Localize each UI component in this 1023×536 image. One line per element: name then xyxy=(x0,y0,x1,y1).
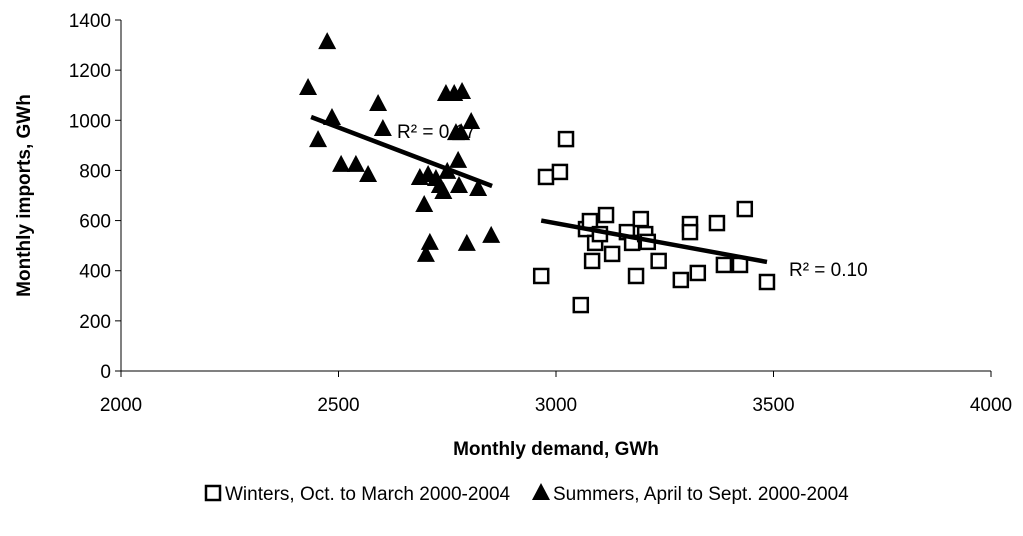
triangle-marker xyxy=(449,150,468,168)
y-tick-label: 0 xyxy=(100,362,111,383)
square-marker xyxy=(758,273,776,291)
trend-line xyxy=(540,218,768,265)
x-axis-label: Monthly demand, GWh xyxy=(453,439,659,460)
y-tick-label: 600 xyxy=(79,212,111,233)
square-marker xyxy=(551,163,569,181)
legend-label: Winters, Oct. to March 2000-2004 xyxy=(225,484,511,505)
r-squared-label: R² = 0.17 xyxy=(397,122,476,143)
square-marker xyxy=(708,214,726,232)
triangle-marker xyxy=(449,175,468,193)
triangle-marker xyxy=(309,130,328,148)
y-tick-label: 1200 xyxy=(69,61,111,82)
triangle-marker xyxy=(482,225,501,243)
triangle-marker xyxy=(452,123,471,141)
triangle-marker xyxy=(462,112,481,130)
x-tick-label: 2000 xyxy=(100,395,142,416)
square-marker xyxy=(537,168,555,186)
x-tick-label: 3000 xyxy=(535,395,577,416)
square-marker xyxy=(603,245,621,263)
square-marker xyxy=(715,256,733,274)
triangle-marker xyxy=(457,233,476,251)
square-marker xyxy=(650,252,667,270)
legend-marker xyxy=(532,483,550,500)
triangle-marker xyxy=(415,195,434,213)
square-marker xyxy=(689,264,707,282)
square-marker xyxy=(736,200,754,218)
triangle-marker xyxy=(332,154,351,172)
x-tick-label: 4000 xyxy=(970,395,1012,416)
triangle-marker xyxy=(420,232,439,250)
square-marker xyxy=(583,252,601,270)
square-marker xyxy=(532,267,550,285)
x-tick-label: 3500 xyxy=(752,395,794,416)
triangle-marker xyxy=(373,119,392,137)
square-marker xyxy=(572,296,590,314)
y-axis-label: Monthly imports, GWh xyxy=(14,94,35,297)
triangle-marker xyxy=(453,81,472,99)
y-tick-label: 1000 xyxy=(69,111,111,132)
triangle-marker xyxy=(359,164,378,182)
triangle-marker xyxy=(318,32,337,50)
triangle-marker xyxy=(369,93,388,111)
square-marker xyxy=(597,206,615,224)
triangle-marker xyxy=(416,244,435,262)
triangle-marker xyxy=(469,178,488,196)
trend-line xyxy=(310,114,493,189)
square-marker xyxy=(672,271,690,289)
triangle-marker xyxy=(322,108,341,126)
legend: Winters, Oct. to March 2000-2004 Summers,… xyxy=(204,483,849,505)
legend-label: Summers, April to Sept. 2000-2004 xyxy=(553,484,849,505)
legend-marker xyxy=(204,484,222,502)
y-tick-label: 400 xyxy=(79,262,111,283)
y-tick-label: 1400 xyxy=(69,11,111,32)
square-marker xyxy=(632,210,650,228)
y-tick-label: 200 xyxy=(79,312,111,333)
triangle-marker xyxy=(346,154,365,172)
y-tick-label: 800 xyxy=(79,161,111,182)
square-marker xyxy=(627,267,645,285)
square-marker xyxy=(557,130,575,148)
triangle-marker xyxy=(434,181,453,199)
square-marker xyxy=(681,223,699,241)
x-tick-label: 2500 xyxy=(317,395,359,416)
r-squared-label: R² = 0.10 xyxy=(789,260,868,281)
triangle-marker xyxy=(299,77,318,95)
